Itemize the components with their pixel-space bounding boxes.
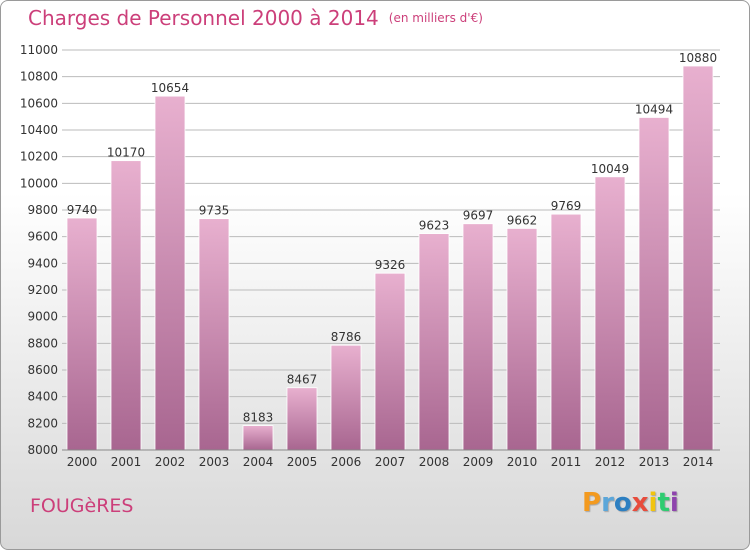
y-tick-label-8800: 8800 bbox=[27, 336, 58, 350]
data-label-2005: 8467 bbox=[287, 373, 318, 387]
bar-2006 bbox=[330, 344, 362, 451]
x-tick-label-2004: 2004 bbox=[243, 455, 274, 469]
x-tick-label-2009: 2009 bbox=[463, 455, 494, 469]
bar-2011 bbox=[550, 213, 582, 451]
x-tick-label-2002: 2002 bbox=[155, 455, 186, 469]
chart-title-text: Charges de Personnel 2000 à 2014 bbox=[28, 6, 379, 30]
bars bbox=[66, 65, 714, 451]
y-tick-label-9600: 9600 bbox=[27, 230, 58, 244]
y-tick-label-9200: 9200 bbox=[27, 283, 58, 297]
x-tick-label-2001: 2001 bbox=[111, 455, 142, 469]
data-label-2001: 10170 bbox=[107, 146, 145, 160]
bar-2000 bbox=[66, 217, 98, 451]
y-tick-label-10600: 10600 bbox=[20, 96, 58, 110]
proxiti-logo: Proxiti bbox=[582, 488, 679, 518]
y-tick-label-10800: 10800 bbox=[20, 70, 58, 84]
y-tick-label-11000: 11000 bbox=[20, 43, 58, 57]
bar-2008 bbox=[418, 233, 450, 451]
y-axis-tick-labels: 8000 8200 8400 8600 8800 9000 9200 9400 9600 9800… bbox=[20, 43, 58, 457]
y-tick-label-8200: 8200 bbox=[27, 416, 58, 430]
bar-2007 bbox=[374, 272, 406, 451]
data-label-2014: 10880 bbox=[679, 51, 717, 65]
data-label-2003: 9735 bbox=[199, 204, 230, 218]
data-label-2011: 9769 bbox=[551, 199, 582, 213]
x-tick-label-2005: 2005 bbox=[287, 455, 318, 469]
x-tick-label-2011: 2011 bbox=[551, 455, 582, 469]
data-label-2008: 9623 bbox=[419, 219, 450, 233]
y-tick-label-9800: 9800 bbox=[27, 203, 58, 217]
chart-subtitle: (en milliers d'€) bbox=[388, 11, 483, 25]
y-tick-label-10400: 10400 bbox=[20, 123, 58, 137]
bar-2014 bbox=[682, 65, 714, 451]
bar-2013 bbox=[638, 117, 670, 451]
x-axis-tick-labels: 2000 2001 2002 2003 2004 2005 2006 2007 2008 2009… bbox=[67, 455, 714, 469]
x-tick-label-2014: 2014 bbox=[683, 455, 714, 469]
data-label-2006: 8786 bbox=[331, 330, 362, 344]
bar-2012 bbox=[594, 176, 626, 451]
data-label-2010: 9662 bbox=[507, 213, 538, 227]
x-tick-label-2012: 2012 bbox=[595, 455, 626, 469]
x-tick-label-2013: 2013 bbox=[639, 455, 670, 469]
chart-title: Charges de Personnel 2000 à 2014 (en mill… bbox=[28, 6, 483, 30]
x-tick-label-2003: 2003 bbox=[199, 455, 230, 469]
bar-2003 bbox=[198, 218, 230, 451]
y-tick-label-8000: 8000 bbox=[27, 443, 58, 457]
y-tick-label-10000: 10000 bbox=[20, 176, 58, 190]
bar-2002 bbox=[154, 95, 186, 451]
data-label-2004: 8183 bbox=[243, 411, 274, 425]
data-label-2012: 10049 bbox=[591, 162, 629, 176]
x-tick-label-2008: 2008 bbox=[419, 455, 450, 469]
data-label-2009: 9697 bbox=[463, 209, 494, 223]
bar-2005 bbox=[286, 387, 318, 451]
data-labels: 9740 10170 10654 9735 8183 8467 8786 9326 9623 96… bbox=[67, 51, 717, 425]
data-label-2013: 10494 bbox=[635, 102, 673, 116]
bar-2001 bbox=[110, 160, 142, 451]
y-tick-label-8600: 8600 bbox=[27, 363, 58, 377]
data-label-2000: 9740 bbox=[67, 203, 98, 217]
bar-2009 bbox=[462, 223, 494, 451]
y-tick-label-9400: 9400 bbox=[27, 256, 58, 270]
y-tick-label-9000: 9000 bbox=[27, 310, 58, 324]
bar-2010 bbox=[506, 227, 538, 451]
x-tick-label-2006: 2006 bbox=[331, 455, 362, 469]
y-tick-label-10200: 10200 bbox=[20, 150, 58, 164]
y-tick-label-8400: 8400 bbox=[27, 390, 58, 404]
data-label-2002: 10654 bbox=[151, 81, 189, 95]
x-tick-label-2000: 2000 bbox=[67, 455, 98, 469]
bar-2004 bbox=[242, 425, 274, 451]
x-tick-label-2010: 2010 bbox=[507, 455, 538, 469]
commune-name: FOUGèRES bbox=[30, 495, 134, 517]
data-label-2007: 9326 bbox=[375, 258, 406, 272]
x-tick-label-2007: 2007 bbox=[375, 455, 406, 469]
